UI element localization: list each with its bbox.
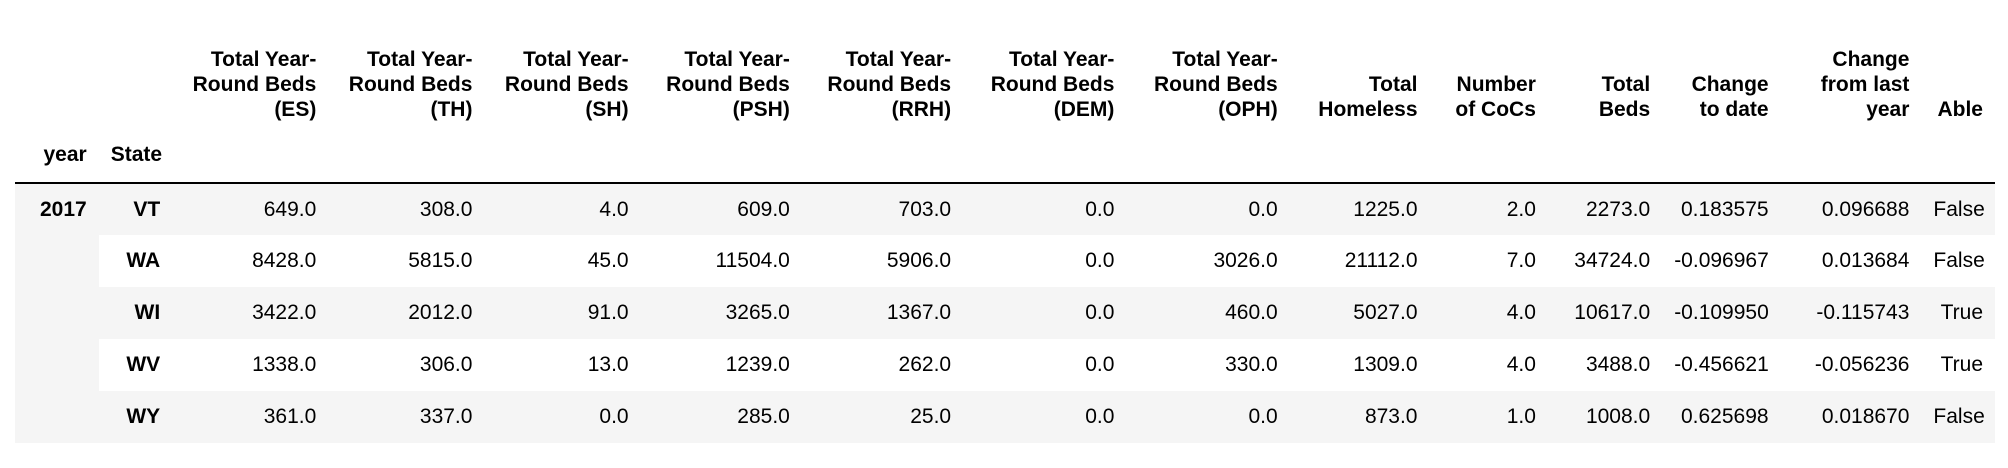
table-cell: 0.0 bbox=[599, 405, 629, 428]
table-cell: 91.0 bbox=[587, 301, 629, 324]
table-cell: 361.0 bbox=[263, 405, 317, 428]
table-cell: 0.0 bbox=[1085, 301, 1115, 324]
table-cell: 0.183575 bbox=[1680, 197, 1769, 221]
dataframe-output: Total Year-Round Beds (ES) Total Year-Ro… bbox=[15, 0, 1995, 443]
table-cell: 25.0 bbox=[910, 405, 952, 428]
state-index-cell: WI bbox=[134, 301, 161, 324]
table-cell: -0.096967 bbox=[1674, 249, 1769, 272]
column-header-row: Total Year-Round Beds (ES) Total Year-Ro… bbox=[15, 0, 1995, 126]
table-cell: 873.0 bbox=[1364, 405, 1418, 428]
table-cell: 45.0 bbox=[587, 249, 629, 272]
state-index-cell: WY bbox=[126, 405, 161, 428]
table-cell: False bbox=[1933, 197, 1985, 221]
table-cell: 649.0 bbox=[263, 197, 317, 221]
state-index-cell: WA bbox=[126, 249, 161, 272]
table-cell: 4.0 bbox=[1506, 353, 1536, 376]
column-header: Total Year-Round Beds (SH) bbox=[504, 48, 629, 121]
state-index-cell: WV bbox=[126, 353, 161, 376]
table-row: WA 8428.0 5815.0 45.0 11504.0 5906.0 0.0 3026.0… bbox=[15, 235, 1995, 287]
table-cell: 1225.0 bbox=[1353, 197, 1418, 221]
year-index-cell: 2017 bbox=[15, 183, 99, 443]
table-cell: 5815.0 bbox=[408, 249, 473, 272]
table-cell: 5906.0 bbox=[886, 249, 952, 272]
table-cell: 0.018670 bbox=[1821, 405, 1910, 428]
table-body: 2017 VT 649.0 308.0 4.0 609.0 703.0 0.0 0.0 1225.… bbox=[15, 183, 1995, 443]
table-cell: True bbox=[1940, 301, 1983, 324]
table-cell: 0.0 bbox=[1248, 405, 1278, 428]
table-cell: -0.115743 bbox=[1816, 301, 1910, 324]
table-cell: 330.0 bbox=[1225, 353, 1278, 376]
column-header: Total Year-Round Beds (PSH) bbox=[666, 48, 790, 121]
table-cell: -0.056236 bbox=[1814, 353, 1910, 376]
table-cell: 1367.0 bbox=[886, 301, 952, 324]
table-cell: 703.0 bbox=[898, 197, 952, 221]
table-row: WV 1338.0 306.0 13.0 1239.0 262.0 0.0 330.0 1309… bbox=[15, 339, 1995, 391]
column-header: Total Beds bbox=[1598, 73, 1651, 121]
table-cell: 4.0 bbox=[599, 197, 629, 221]
table-cell: 5027.0 bbox=[1353, 301, 1418, 324]
table-cell: 1338.0 bbox=[252, 353, 317, 376]
table-cell: 0.096688 bbox=[1821, 197, 1910, 221]
table-cell: 8428.0 bbox=[252, 249, 317, 272]
table-cell: 285.0 bbox=[737, 405, 790, 428]
column-header: Number of CoCs bbox=[1455, 73, 1536, 121]
table-cell: -0.109950 bbox=[1674, 301, 1769, 324]
column-header: Total Year-Round Beds (RRH) bbox=[827, 48, 952, 121]
table-cell: 306.0 bbox=[419, 353, 473, 376]
column-header: Change to date bbox=[1691, 73, 1769, 121]
table-cell: 0.0 bbox=[1085, 249, 1115, 272]
table-cell: 0.0 bbox=[1085, 405, 1115, 428]
column-header: Total Year-Round Beds (DEM) bbox=[990, 48, 1115, 121]
table-cell: 3265.0 bbox=[725, 301, 790, 324]
table-cell: 262.0 bbox=[898, 353, 952, 376]
index-header-row: year State bbox=[15, 126, 1995, 184]
table-cell: 0.625698 bbox=[1680, 405, 1769, 428]
table-cell: 2.0 bbox=[1506, 197, 1536, 221]
table-cell: True bbox=[1940, 353, 1983, 376]
table-cell: 0.0 bbox=[1248, 197, 1278, 221]
table-cell: 308.0 bbox=[419, 197, 473, 221]
table-cell: 1.0 bbox=[1506, 405, 1536, 428]
table-cell: 21112.0 bbox=[1344, 249, 1418, 272]
table-cell: 10617.0 bbox=[1574, 301, 1651, 324]
table-cell: 0.0 bbox=[1085, 353, 1115, 376]
table-row: WY 361.0 337.0 0.0 285.0 25.0 0.0 0.0 873.0 1.0 10… bbox=[15, 391, 1995, 443]
index-name-state: State bbox=[98, 126, 173, 184]
table-cell: 3488.0 bbox=[1585, 353, 1651, 376]
state-index-cell: VT bbox=[133, 197, 161, 221]
column-header: Total Year-Round Beds (OPH) bbox=[1154, 48, 1278, 121]
table-cell: 609.0 bbox=[737, 197, 790, 221]
table-cell: 1239.0 bbox=[725, 353, 790, 376]
header-spacer bbox=[99, 0, 172, 126]
table-cell: 7.0 bbox=[1506, 249, 1536, 272]
table-cell: 0.013684 bbox=[1821, 249, 1910, 272]
table-cell: 11504.0 bbox=[715, 249, 790, 272]
table-cell: 0.0 bbox=[1085, 197, 1115, 221]
table-cell: 337.0 bbox=[419, 405, 473, 428]
header-spacer bbox=[15, 0, 99, 126]
table-cell: 2273.0 bbox=[1585, 197, 1651, 221]
table-cell: 1309.0 bbox=[1353, 353, 1418, 376]
table-row: 2017 VT 649.0 308.0 4.0 609.0 703.0 0.0 0.0 1225.… bbox=[15, 183, 1995, 443]
table-cell: False bbox=[1933, 405, 1985, 428]
index-name-year: year bbox=[15, 126, 99, 184]
column-header: Change from last year bbox=[1820, 48, 1910, 121]
table-cell: 13.0 bbox=[587, 353, 629, 376]
table-cell: 34724.0 bbox=[1574, 249, 1651, 272]
column-header: Total Year-Round Beds (ES) bbox=[192, 48, 317, 121]
table-cell: False bbox=[1933, 249, 1985, 272]
table-cell: 3422.0 bbox=[252, 301, 317, 324]
column-header: Total Year-Round Beds (TH) bbox=[348, 48, 473, 121]
table-cell: -0.456621 bbox=[1674, 353, 1769, 376]
table-cell: 1008.0 bbox=[1585, 405, 1651, 428]
table-cell: 2012.0 bbox=[408, 301, 473, 324]
table-row: WI 3422.0 2012.0 91.0 3265.0 1367.0 0.0 460.0 50… bbox=[15, 287, 1995, 339]
table-cell: 4.0 bbox=[1506, 301, 1536, 324]
column-header: Able bbox=[1937, 98, 1983, 121]
dataframe-table: Total Year-Round Beds (ES) Total Year-Ro… bbox=[15, 0, 1995, 443]
table-cell: 3026.0 bbox=[1213, 249, 1278, 272]
column-header: Total Homeless bbox=[1318, 73, 1418, 121]
table-cell: 460.0 bbox=[1225, 301, 1278, 324]
